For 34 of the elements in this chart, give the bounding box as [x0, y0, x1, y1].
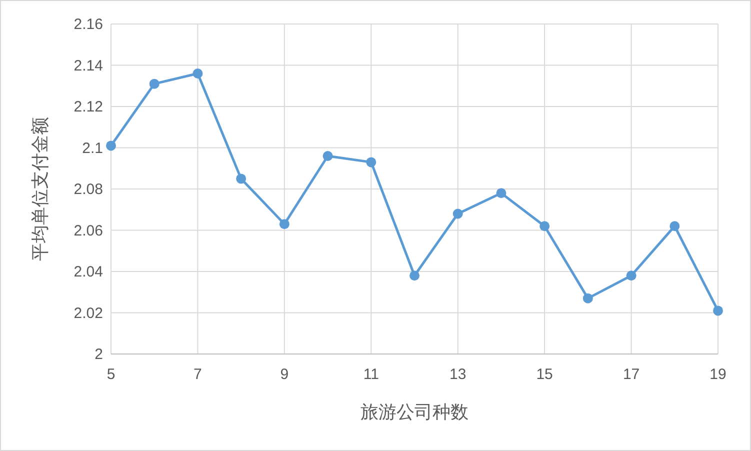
y-tick-label: 2.16 — [74, 16, 103, 33]
point — [670, 221, 680, 232]
y-tick-label: 2.1 — [82, 140, 103, 157]
y-tick-label: 2.08 — [74, 181, 103, 198]
y-tick-label: 2.06 — [74, 222, 103, 240]
point — [582, 293, 593, 304]
x-tick-label: 15 — [536, 366, 553, 383]
point — [713, 306, 723, 316]
x-tick-label: 11 — [363, 366, 379, 383]
point — [540, 221, 550, 232]
x-tick-label: 5 — [106, 366, 116, 383]
point — [452, 208, 463, 219]
point — [149, 78, 160, 89]
point — [192, 68, 203, 78]
x-tick-label: 17 — [622, 366, 640, 383]
x-tick-label: 19 — [710, 366, 726, 383]
point — [322, 151, 333, 161]
point — [106, 140, 116, 151]
point — [366, 157, 376, 168]
x-tick-label: 7 — [194, 366, 202, 383]
y-axis-title: 平均单位支付金额 — [30, 117, 50, 261]
y-tick-label: 2.02 — [74, 304, 103, 322]
point — [410, 270, 420, 281]
y-tick-label: 2.04 — [74, 264, 103, 280]
point — [626, 270, 636, 281]
point — [236, 174, 246, 184]
x-axis-title: 旅游公司种数 — [360, 402, 468, 422]
x-tick-label: 13 — [450, 366, 466, 383]
point — [279, 219, 290, 230]
y-tick-label: 2.14 — [74, 57, 103, 74]
x-tick-label: 9 — [280, 366, 289, 383]
point — [496, 188, 506, 198]
y-tick-label: 2.12 — [74, 98, 103, 116]
y-tick-label: 2 — [94, 346, 103, 363]
